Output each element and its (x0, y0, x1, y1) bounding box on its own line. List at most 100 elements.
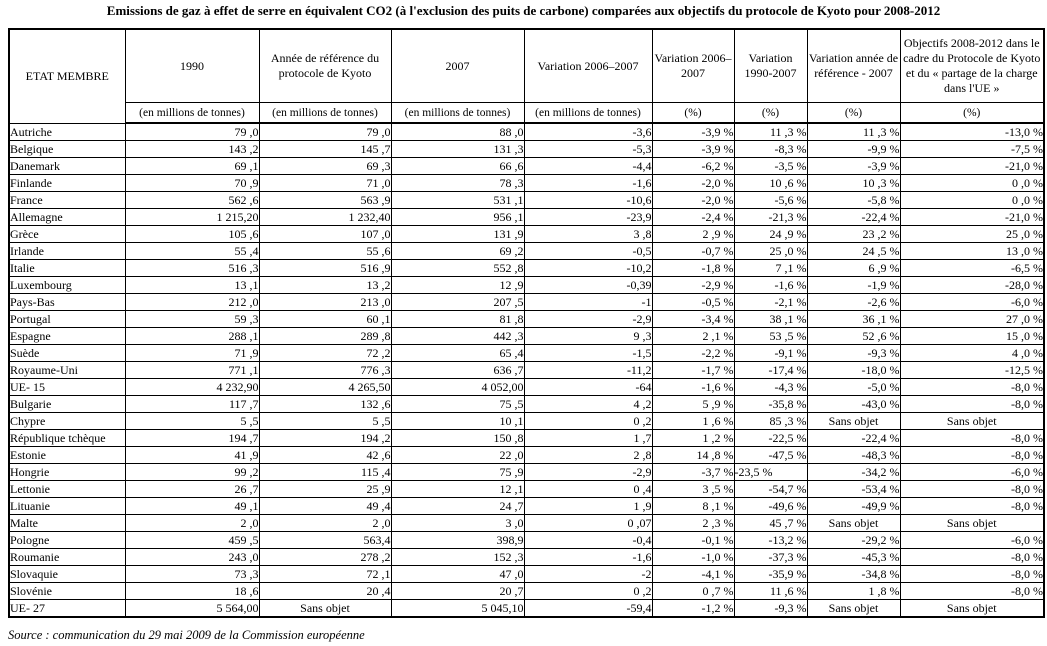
value-cell: 243 ,0 (124, 548, 260, 566)
country-cell: Royaume-Uni (8, 361, 126, 379)
value-cell: 36 ,1 % (806, 310, 901, 328)
unit-cell-pct: (%) (899, 102, 1045, 124)
value-cell: -21,0 % (899, 157, 1045, 175)
value-cell: -7,5 % (899, 140, 1045, 158)
value-cell: 131 ,9 (390, 225, 525, 243)
table-row: Chypre 5 ,5 5 ,5 10 ,1 0 ,2 1 ,6 % 85 ,3 % Sans… (8, 412, 1045, 430)
value-cell: 9 ,3 (523, 327, 653, 345)
value-cell: 4 ,2 (523, 395, 653, 413)
value-cell: -17,4 % (733, 361, 808, 379)
value-cell: -4,4 (523, 157, 653, 175)
table-row: Royaume-Uni 771 ,1 776 ,3 636 ,7 -11,2 -1,7 %… (8, 361, 1045, 379)
value-cell: 5 045,10 (390, 599, 525, 618)
value-cell: 1 ,9 (523, 497, 653, 515)
unit-cell-pct: (%) (806, 102, 901, 124)
value-cell: 1 ,2 % (651, 429, 735, 447)
country-cell: UE- 15 (8, 378, 126, 396)
table-row: Roumanie 243 ,0 278 ,2 152 ,3 -1,6 -1,0 % -37,… (8, 548, 1045, 566)
table-row: Grèce 105 ,6 107 ,0 131 ,9 3 ,8 2 ,9 % 24 ,9 %… (8, 225, 1045, 243)
value-cell: 52 ,6 % (806, 327, 901, 345)
value-cell: 79 ,0 (258, 122, 392, 141)
country-cell: Slovaquie (8, 565, 126, 583)
value-cell: Sans objet (258, 599, 392, 618)
value-cell: 459 ,5 (124, 531, 260, 549)
value-cell: -2 (523, 565, 653, 583)
country-cell: Pologne (8, 531, 126, 549)
value-cell: -9,1 % (733, 344, 808, 362)
unit-cell-mt: (en millions de tonnes) (258, 102, 392, 124)
value-cell: 131 ,3 (390, 140, 525, 158)
value-cell: 0 ,07 (523, 514, 653, 532)
value-cell: 79 ,0 (124, 122, 260, 141)
value-cell: 69 ,1 (124, 157, 260, 175)
value-cell: 398,9 (390, 531, 525, 549)
value-cell: -49,6 % (733, 497, 808, 515)
country-cell: Roumanie (8, 548, 126, 566)
value-cell: 5 ,5 (258, 412, 392, 430)
value-cell: 3 ,5 % (651, 480, 735, 498)
value-cell: -37,3 % (733, 548, 808, 566)
value-cell: 2 ,0 (258, 514, 392, 532)
value-cell: -13,2 % (733, 531, 808, 549)
table-row: UE- 27 5 564,00 Sans objet 5 045,10 -59,4 -1,… (8, 599, 1045, 618)
value-cell: 4 265,50 (258, 378, 392, 396)
value-cell: 49 ,4 (258, 497, 392, 515)
value-cell: 49 ,1 (124, 497, 260, 515)
value-cell: 107 ,0 (258, 225, 392, 243)
value-cell: 47 ,0 (390, 565, 525, 583)
value-cell: 1 ,8 % (806, 582, 901, 600)
value-cell: -54,7 % (733, 480, 808, 498)
value-cell: 65 ,4 (390, 344, 525, 362)
col-header-variation-2006-2007-pct: Variation 2006–2007 (651, 28, 735, 103)
table-row: République tchèque 194 ,7 194 ,2 150 ,8 1 ,7… (8, 429, 1045, 447)
value-cell: 24 ,9 % (733, 225, 808, 243)
value-cell: -8,3 % (733, 140, 808, 158)
value-cell: 75 ,5 (390, 395, 525, 413)
value-cell: 516 ,9 (258, 259, 392, 277)
value-cell: 10 ,1 (390, 412, 525, 430)
value-cell: -3,7 % (651, 463, 735, 481)
country-cell: Espagne (8, 327, 126, 345)
value-cell: 8 ,1 % (651, 497, 735, 515)
value-cell: 776 ,3 (258, 361, 392, 379)
value-cell: -9,3 % (733, 599, 808, 618)
value-cell: -1,6 % (733, 276, 808, 294)
value-cell: -8,0 % (899, 446, 1045, 464)
value-cell: -3,9 % (651, 140, 735, 158)
value-cell: -1,6 (523, 548, 653, 566)
country-cell: Allemagne (8, 208, 126, 226)
value-cell: 99 ,2 (124, 463, 260, 481)
value-cell: 1 ,6 % (651, 412, 735, 430)
country-cell: Suède (8, 344, 126, 362)
value-cell: 13 ,2 (258, 276, 392, 294)
value-cell: 115 ,4 (258, 463, 392, 481)
value-cell: 69 ,2 (390, 242, 525, 260)
country-cell: République tchèque (8, 429, 126, 447)
value-cell: 213 ,0 (258, 293, 392, 311)
value-cell: 4 ,0 % (899, 344, 1045, 362)
country-cell: Finlande (8, 174, 126, 192)
value-cell: Sans objet (899, 514, 1045, 532)
country-cell: Estonie (8, 446, 126, 464)
value-cell: 66 ,6 (390, 157, 525, 175)
value-cell: 1 232,40 (258, 208, 392, 226)
value-cell: 289 ,8 (258, 327, 392, 345)
value-cell: -1,6 (523, 174, 653, 192)
country-cell: Luxembourg (8, 276, 126, 294)
value-cell: 23 ,2 % (806, 225, 901, 243)
value-cell: 2 ,8 (523, 446, 653, 464)
value-cell: 105 ,6 (124, 225, 260, 243)
value-cell: 0 ,4 (523, 480, 653, 498)
table-row: Danemark 69 ,1 69 ,3 66 ,6 -4,4 -6,2 % -3,5 % -… (8, 157, 1045, 175)
country-cell: Chypre (8, 412, 126, 430)
country-cell: Belgique (8, 140, 126, 158)
value-cell: 70 ,9 (124, 174, 260, 192)
table-row: Finlande 70 ,9 71 ,0 78 ,3 -1,6 -2,0 % 10 ,6 %… (8, 174, 1045, 192)
value-cell: -3,5 % (733, 157, 808, 175)
value-cell: -5,8 % (806, 191, 901, 209)
value-cell: 2 ,1 % (651, 327, 735, 345)
value-cell: -8,0 % (899, 480, 1045, 498)
value-cell: 6 ,9 % (806, 259, 901, 277)
value-cell: 20 ,7 (390, 582, 525, 600)
value-cell: -0,5 % (651, 293, 735, 311)
